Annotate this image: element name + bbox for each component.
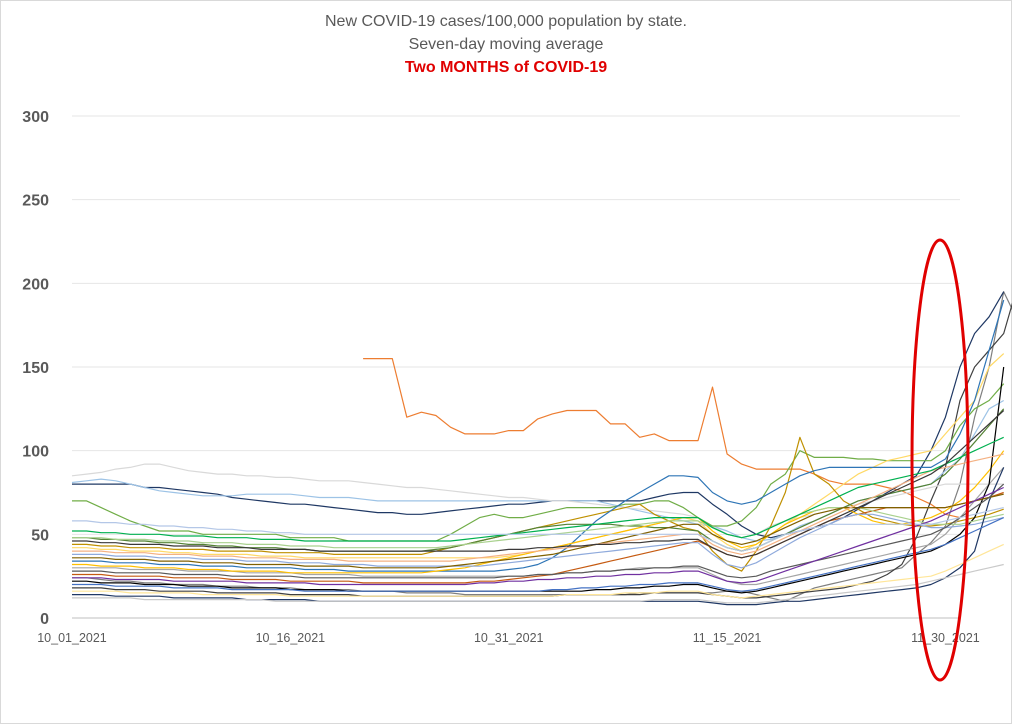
x-tick-label: 10_31_2021 — [474, 631, 544, 645]
y-axis-tick-labels: 0 50 100 150 200 250 300 — [22, 109, 49, 628]
series-line — [72, 383, 1005, 542]
series-line — [71, 463, 1004, 539]
series-line — [72, 543, 1004, 599]
series-line — [72, 513, 1004, 569]
series-lines — [71, 291, 1012, 606]
y-tick-label: 300 — [22, 109, 49, 126]
highlight-ellipse — [910, 238, 970, 682]
x-tick-label: 11_30_2021 — [911, 631, 980, 645]
series-line — [72, 436, 1004, 542]
series-line — [72, 517, 1004, 592]
y-tick-label: 0 — [40, 611, 49, 628]
x-tick-label: 10_16_2021 — [256, 631, 326, 645]
chart-titles: New COVID-19 cases/100,000 population by… — [0, 10, 1012, 79]
chart-subtitle: Seven-day moving average — [408, 36, 604, 53]
x-tick-label: 10_01_2021 — [37, 631, 107, 645]
series-line — [71, 399, 1004, 542]
y-tick-label: 150 — [22, 360, 49, 377]
y-tick-label: 100 — [22, 444, 49, 461]
y-tick-label: 50 — [31, 527, 49, 544]
series-line — [72, 563, 1004, 604]
series-line — [72, 493, 1004, 569]
series-line — [72, 299, 1005, 572]
y-tick-label: 250 — [22, 193, 49, 210]
series-line — [72, 507, 1004, 552]
y-tick-label: 200 — [22, 276, 49, 293]
x-tick-label: 11_15_2021 — [693, 631, 762, 645]
series-line — [72, 453, 1004, 562]
gridlines — [72, 115, 960, 619]
x-axis-tick-labels: 10_01_2021 10_16_2021 10_31_2021 11_15_2021… — [37, 631, 980, 645]
series-line — [72, 486, 1004, 586]
series-line — [72, 483, 1005, 579]
series-line — [72, 410, 1005, 559]
series-line — [363, 358, 961, 519]
series-line — [72, 408, 1005, 552]
chart-title: New COVID-19 cases/100,000 population by… — [325, 13, 687, 30]
chart-annotation: Two MONTHS of COVID-19 — [404, 59, 608, 76]
